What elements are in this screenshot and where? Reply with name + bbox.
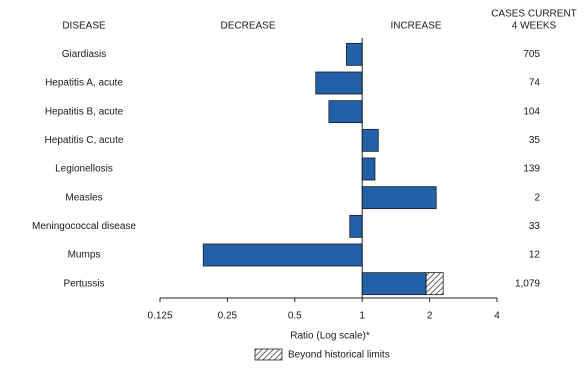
cases-value: 74: [529, 78, 541, 89]
category-label: Hepatitis A, acute: [45, 78, 123, 89]
cases-value: 33: [529, 221, 541, 232]
category-label: Hepatitis B, acute: [45, 106, 124, 117]
category-label: Mumps: [68, 250, 101, 261]
x-tick-label: 4: [494, 311, 500, 322]
legend-swatch: [254, 348, 283, 361]
category-label: Measles: [65, 192, 102, 203]
legend-label: Beyond historical limits: [288, 350, 390, 361]
x-tick-label: 2: [427, 311, 433, 322]
bar-beyond-limits: [425, 272, 444, 296]
cases-value: 1,079: [515, 278, 540, 289]
bar: [361, 128, 379, 152]
x-axis-label: Ratio (Log scale)*: [290, 331, 370, 342]
category-label: Hepatitis C, acute: [45, 135, 124, 146]
bar: [345, 42, 363, 66]
cases-value: 705: [523, 49, 540, 60]
cases-value: 139: [523, 164, 540, 175]
bar: [361, 186, 437, 210]
header-disease: DISEASE: [62, 21, 106, 32]
cases-value: 2: [534, 192, 540, 203]
header-cases: CASES CURRENT: [491, 9, 577, 20]
x-tick-label: 0.25: [218, 311, 238, 322]
category-label: Legionellosis: [55, 164, 113, 175]
x-tick-label: 0.5: [288, 311, 302, 322]
cases-value: 35: [529, 135, 541, 146]
cases-value: 104: [523, 106, 540, 117]
bar: [349, 214, 363, 238]
x-tick-label: 0.125: [147, 311, 172, 322]
header-cases: 4 WEEKS: [512, 21, 557, 32]
category-label: Giardiasis: [62, 49, 106, 60]
cases-value: 12: [529, 250, 541, 261]
category-label: Meningococcal disease: [32, 221, 136, 232]
bar: [315, 71, 363, 95]
bar: [202, 243, 363, 267]
category-label: Pertussis: [63, 278, 104, 289]
bar: [361, 157, 376, 181]
bar: [361, 272, 427, 296]
header-increase: INCREASE: [390, 21, 441, 32]
bar: [328, 100, 363, 124]
header-decrease: DECREASE: [220, 21, 275, 32]
x-tick-label: 1: [359, 311, 365, 322]
